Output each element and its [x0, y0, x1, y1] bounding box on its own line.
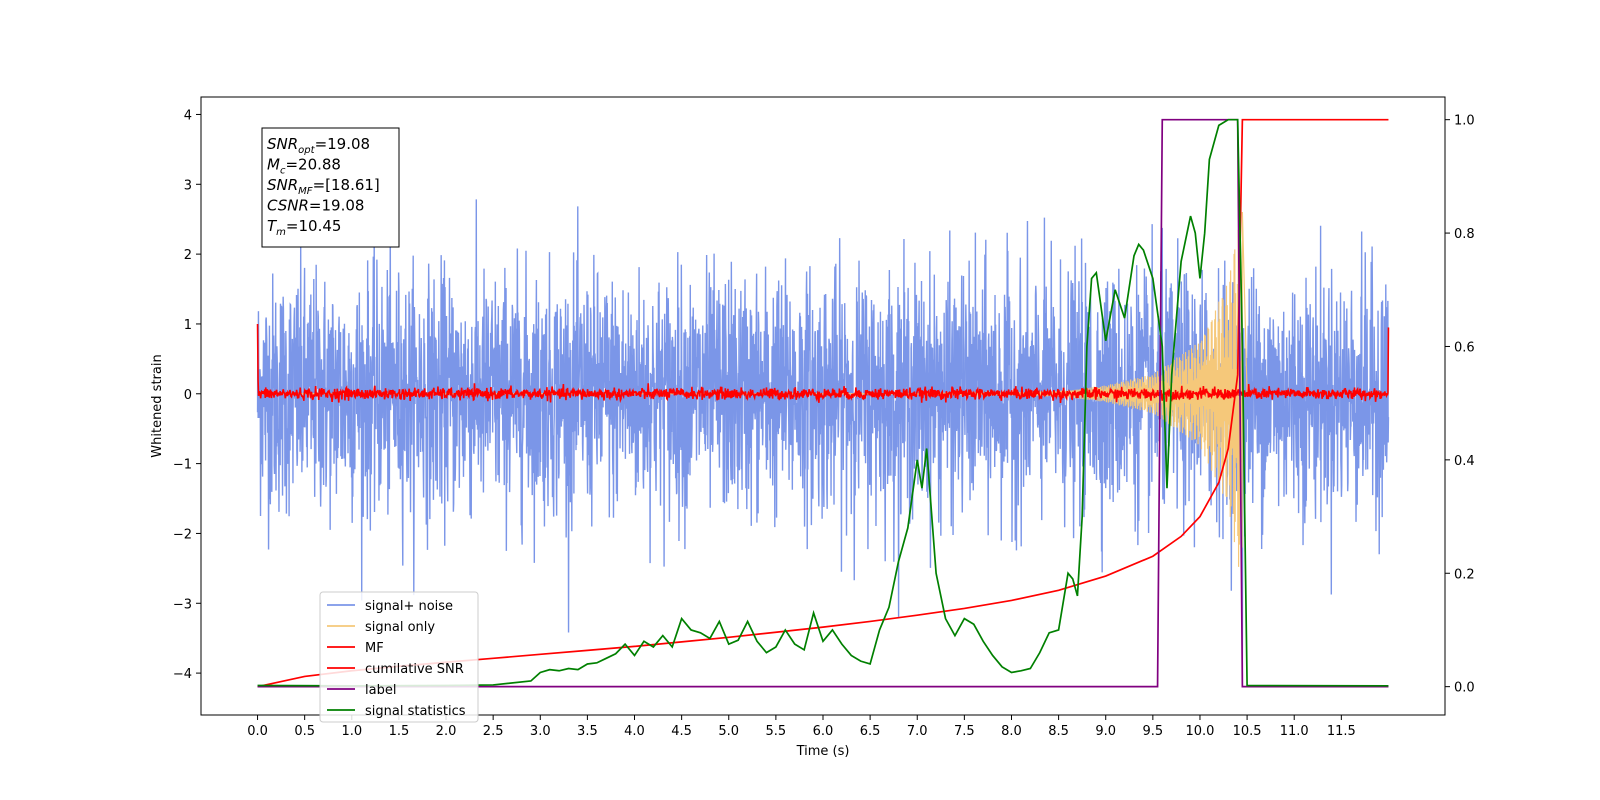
y-tick-label: 2: [184, 248, 192, 263]
y-tick-label: 3: [184, 178, 192, 193]
x-tick-label: 10.0: [1185, 724, 1214, 739]
legend-item-signal-noise: signal+ noise: [365, 599, 453, 614]
annotation-value: =[18.61]: [313, 176, 380, 194]
series-signal-statistics: [257, 118, 1389, 687]
annotation-symbol: M: [267, 156, 280, 174]
annotation-line: Mc=20.88: [267, 156, 341, 177]
x-tick-label: 11.0: [1280, 724, 1309, 739]
y2-tick-label: 0.0: [1454, 681, 1475, 696]
annotation-symbol: CSNR: [267, 197, 309, 215]
y2-tick-label: 0.8: [1454, 227, 1475, 242]
y-axis-left: −4 −3 −2 −1 0 1 2 3 4: [173, 108, 201, 682]
x-tick-label: 4.5: [671, 724, 692, 739]
legend: signal+ noise signal only MF cumilative SNR…: [319, 591, 479, 723]
legend-item-cumilative-snr: cumilative SNR: [365, 662, 464, 677]
x-tick-label: 2.5: [483, 724, 504, 739]
x-tick-label: 3.5: [577, 724, 598, 739]
annotation-line: SNRMF=[18.61]: [267, 176, 380, 197]
annotation-line: SNRopt=19.08: [267, 135, 370, 156]
x-axis-label: Time (s): [796, 744, 850, 759]
y-axis-right: 0.0 0.2 0.4 0.6 0.8 1.0: [1445, 114, 1475, 696]
x-tick-label: 0.5: [294, 724, 315, 739]
x-tick-label: 5.5: [766, 724, 787, 739]
annotation-value: =19.08: [309, 197, 365, 215]
legend-item-mf: MF: [365, 641, 384, 656]
annotation-value: =10.45: [286, 217, 342, 235]
x-tick-label: 6.0: [813, 724, 834, 739]
series-signal-noise: [256, 199, 1390, 684]
y2-tick-label: 0.4: [1454, 454, 1475, 469]
x-tick-label: 0.0: [247, 724, 268, 739]
y-tick-label: 0: [184, 388, 192, 403]
legend-item-signal-statistics: signal statistics: [365, 704, 466, 719]
x-tick-label: 6.5: [860, 724, 881, 739]
x-tick-label: 5.0: [718, 724, 739, 739]
annotation-line: Tm=10.45: [267, 217, 341, 238]
y-tick-label: 4: [184, 108, 192, 123]
y2-tick-label: 0.6: [1454, 340, 1475, 355]
stats-annotation-box: SNRopt=19.08Mc=20.88SNRMF=[18.61]CSNR=19…: [261, 127, 400, 248]
series-mf: [256, 323, 1390, 404]
annotation-symbol: T: [267, 217, 278, 235]
x-tick-label: 8.0: [1001, 724, 1022, 739]
y2-tick-label: 1.0: [1454, 114, 1475, 129]
y-axis-label: Whitened strain: [150, 354, 165, 457]
y-tick-label: 1: [184, 318, 192, 333]
x-tick-label: 9.5: [1143, 724, 1164, 739]
annotation-subscript: MF: [298, 186, 313, 197]
x-tick-label: 3.0: [530, 724, 551, 739]
annotation-subscript: opt: [298, 145, 315, 156]
legend-item-signal-only: signal only: [365, 620, 435, 635]
x-axis: 0.0 0.5 1.0 1.5 2.0 2.5 3.0 3.5 4.0 4.5 5.0 5.5 6.0 6…: [247, 715, 1356, 739]
y-tick-label: −3: [173, 597, 192, 612]
legend-item-label: label: [365, 683, 396, 698]
x-tick-label: 10.5: [1233, 724, 1262, 739]
x-tick-label: 4.0: [624, 724, 645, 739]
annotation-symbol: SNR: [267, 135, 298, 153]
annotation-line: CSNR=19.08: [267, 197, 364, 215]
y-tick-label: −1: [173, 458, 192, 473]
annotation-subscript: c: [280, 166, 286, 177]
x-tick-label: 2.0: [436, 724, 457, 739]
x-tick-label: 1.5: [389, 724, 410, 739]
x-tick-label: 1.0: [341, 724, 362, 739]
annotation-frame: [261, 127, 400, 248]
x-tick-label: 8.5: [1048, 724, 1069, 739]
y2-tick-label: 0.2: [1454, 567, 1475, 582]
annotation-subscript: m: [276, 227, 286, 238]
annotation-value: =20.88: [285, 156, 341, 174]
y-tick-label: −4: [173, 667, 192, 682]
annotation-value: =19.08: [315, 135, 371, 153]
x-tick-label: 9.0: [1095, 724, 1116, 739]
series-label: [257, 118, 1389, 688]
x-tick-label: 7.5: [954, 724, 975, 739]
y-tick-label: −2: [173, 527, 192, 542]
x-tick-label: 11.5: [1327, 724, 1356, 739]
annotation-symbol: SNR: [267, 176, 298, 194]
x-tick-label: 7.0: [907, 724, 928, 739]
legend-frame: [319, 591, 479, 723]
